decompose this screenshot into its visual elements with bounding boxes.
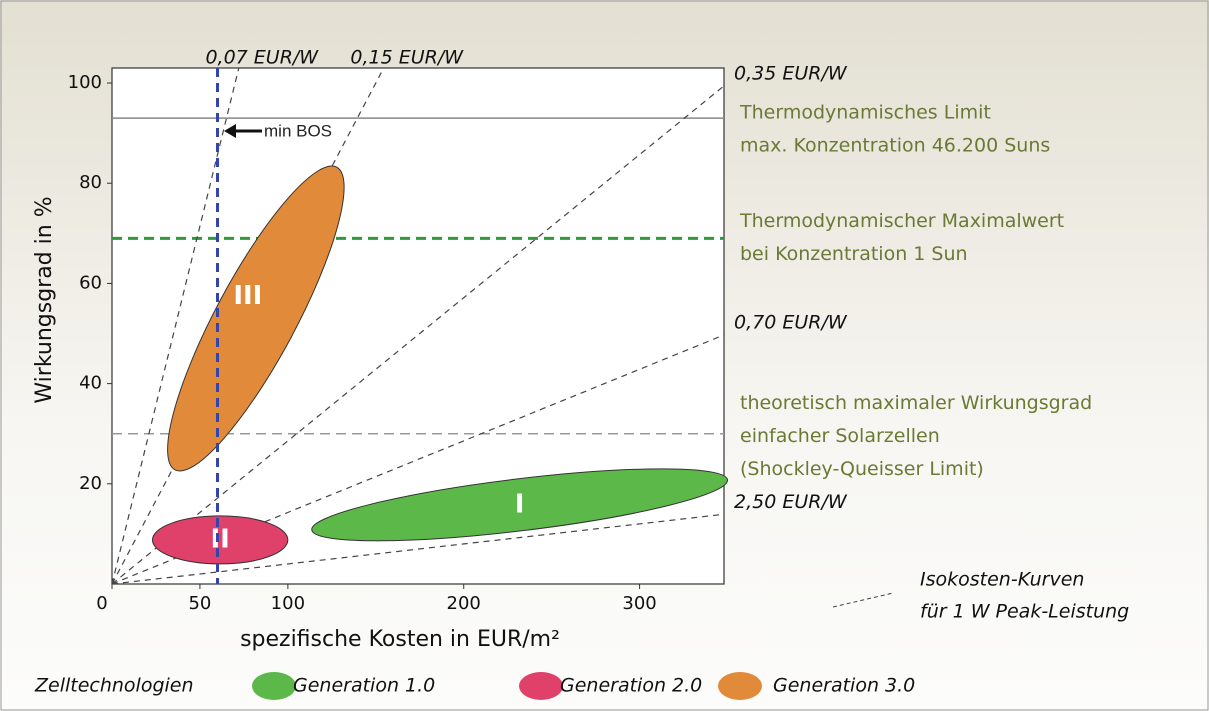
- legend-swatch: [718, 672, 762, 700]
- x-axis-label: spezifische Kosten in EUR/m²: [240, 627, 560, 652]
- region: [167, 165, 345, 472]
- reference-note: theoretisch maximaler Wirkungsgrad: [740, 392, 1092, 414]
- isocost-label: 0,07 EUR/W: [205, 47, 319, 69]
- legend-label: Generation 1.0: [293, 675, 435, 697]
- isocost-line: [111, 513, 725, 585]
- isocost-label: 0,35 EUR/W: [734, 62, 848, 84]
- region: [311, 468, 729, 542]
- reference-note: max. Konzentration 46.200 Suns: [740, 135, 1050, 157]
- legend-label: Generation 2.0: [560, 675, 702, 697]
- region-label: II: [210, 524, 229, 554]
- x-tick-label: 0: [96, 593, 107, 614]
- x-tick-label: 100: [271, 593, 305, 614]
- isocost-legend-text: für 1 W Peak-Leistung: [920, 601, 1129, 623]
- y-tick-label: 40: [79, 373, 102, 394]
- region: [151, 515, 289, 565]
- legend-swatch: [252, 672, 296, 700]
- x-tick-label: 50: [188, 593, 211, 614]
- reference-note: einfacher Solarzellen: [740, 425, 940, 447]
- isocost-label: 0,15 EUR/W: [350, 47, 464, 69]
- isocost-legend-line: [832, 592, 894, 608]
- min-bos-label: min BOS: [264, 121, 332, 140]
- legend-label: Generation 3.0: [773, 675, 915, 697]
- isocost-label: 2,50 EUR/W: [734, 491, 848, 513]
- y-tick-label: 20: [79, 473, 102, 494]
- x-tick-label: 300: [622, 593, 656, 614]
- region-label: I: [515, 489, 525, 519]
- isocost-legend-text: Isokosten-Kurven: [920, 569, 1084, 591]
- isocost-label: 0,70 EUR/W: [734, 311, 848, 333]
- legend-swatch: [519, 672, 563, 700]
- y-tick-label: 60: [79, 272, 102, 293]
- isocost-line: [111, 67, 240, 585]
- reference-note: Thermodynamischer Maximalwert: [739, 210, 1064, 232]
- x-tick-label: 200: [447, 593, 481, 614]
- legend-title: Zelltechnologien: [34, 675, 194, 697]
- region-label: III: [233, 281, 262, 311]
- arrow-head: [224, 124, 236, 138]
- y-tick-label: 80: [79, 172, 102, 193]
- y-axis-label: Wirkungsgrad in %: [32, 196, 57, 403]
- reference-note: Thermodynamisches Limit: [739, 102, 991, 124]
- reference-note: (Shockley-Queisser Limit): [740, 458, 984, 480]
- reference-note: bei Konzentration 1 Sun: [740, 243, 968, 265]
- y-tick-label: 100: [68, 72, 102, 93]
